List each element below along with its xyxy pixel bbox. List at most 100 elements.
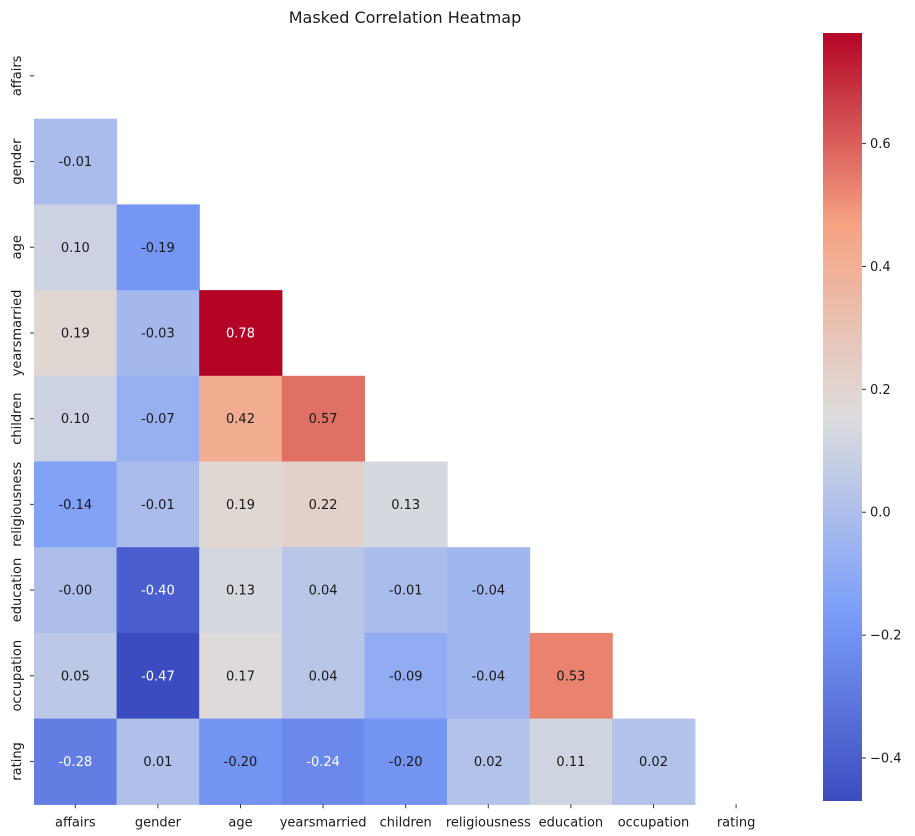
x-tick-label-yearsmarried: yearsmarried — [280, 815, 367, 830]
x-tick-label-children: children — [380, 815, 432, 830]
cell-label-education-children: -0.01 — [389, 584, 423, 599]
colorbar-tick-label: 0.4 — [870, 260, 891, 275]
cell-label-yearsmarried-affairs: 0.19 — [61, 326, 90, 341]
cell-label-religiousness-children: 0.13 — [391, 498, 420, 513]
cell-label-rating-affairs: -0.28 — [58, 755, 92, 770]
colorbar-tick-label: −0.4 — [870, 751, 902, 766]
heatmap-cell-rating-affairs — [34, 718, 118, 805]
heatmap-cell-religiousness-children — [364, 461, 448, 548]
y-tick-label-children: children — [10, 393, 25, 445]
y-tick-label-affairs: affairs — [10, 55, 25, 96]
cell-label-occupation-children: -0.09 — [389, 669, 423, 684]
x-tick-label-religiousness: religiousness — [446, 815, 531, 830]
heatmap-cell-religiousness-yearsmarried — [281, 461, 365, 548]
cell-label-religiousness-yearsmarried: 0.22 — [309, 498, 338, 513]
y-tick-label-gender: gender — [10, 138, 25, 185]
cell-label-occupation-yearsmarried: 0.04 — [309, 669, 338, 684]
heatmap-cell-rating-age — [199, 718, 283, 805]
heatmap-cell-children-yearsmarried — [281, 375, 365, 463]
heatmap-cell-religiousness-gender — [116, 461, 200, 548]
heatmap-cell-education-children — [364, 547, 448, 634]
heatmap-cell-occupation-affairs — [34, 632, 118, 720]
colorbar-tick-label: −0.2 — [870, 629, 902, 644]
cell-label-occupation-age: 0.17 — [226, 669, 255, 684]
cell-label-religiousness-age: 0.19 — [226, 498, 255, 513]
heatmap-cell-children-affairs — [34, 375, 118, 463]
x-tick-label-gender: gender — [135, 815, 182, 830]
heatmap-cell-rating-education — [529, 718, 613, 805]
cell-label-age-affairs: 0.10 — [61, 241, 90, 256]
cell-label-rating-occupation: 0.02 — [639, 755, 668, 770]
cell-label-religiousness-affairs: -0.14 — [58, 498, 92, 513]
cell-label-rating-children: -0.20 — [389, 755, 423, 770]
cell-label-yearsmarried-age: 0.78 — [226, 326, 255, 341]
heatmap-cell-age-affairs — [34, 204, 118, 291]
cell-value-labels: -0.01 0.10 -0.19 0.19 -0.03 0.78 0.10 -0.07 0.42… — [58, 155, 667, 770]
heatmap-cell-religiousness-age — [199, 461, 283, 548]
heatmap-cell-occupation-yearsmarried — [281, 632, 365, 720]
heatmap-cell-education-yearsmarried — [281, 547, 365, 634]
cell-label-education-affairs: -0.00 — [58, 584, 92, 599]
colorbar-gradient — [823, 33, 862, 801]
x-tick-label-rating: rating — [717, 815, 756, 830]
heatmap-cell-occupation-children — [364, 632, 448, 720]
heatmap-cell-occupation-education — [529, 632, 613, 720]
cell-label-occupation-affairs: 0.05 — [61, 669, 90, 684]
colorbar-tick-label: 0.6 — [870, 137, 891, 152]
heatmap-cell-yearsmarried-affairs — [34, 290, 118, 377]
heatmap-cell-rating-occupation — [612, 718, 696, 805]
cell-label-children-age: 0.42 — [226, 412, 255, 427]
heatmap-cell-gender-affairs — [34, 118, 118, 205]
x-tick-label-affairs: affairs — [55, 815, 96, 830]
heatmap-cells — [34, 118, 696, 805]
y-tick-label-age: age — [10, 235, 25, 259]
colorbar: −0.4 −0.2 0.0 0.2 0.4 0.6 — [823, 33, 902, 801]
heatmap-cell-occupation-gender — [116, 632, 200, 720]
heatmap-cell-children-gender — [116, 375, 200, 463]
x-tick-label-occupation: occupation — [618, 815, 690, 830]
cell-label-religiousness-gender: -0.01 — [141, 498, 175, 513]
cell-label-gender-affairs: -0.01 — [58, 155, 92, 170]
cell-label-children-yearsmarried: 0.57 — [309, 412, 338, 427]
heatmap-cell-religiousness-affairs — [34, 461, 118, 548]
y-tick-label-occupation: occupation — [10, 640, 25, 712]
heatmap-cell-yearsmarried-age — [199, 290, 283, 377]
cell-label-education-yearsmarried: 0.04 — [309, 584, 338, 599]
x-axis-ticks: affairs gender age yearsmarried children reli… — [55, 804, 755, 830]
heatmap-cell-children-age — [199, 375, 283, 463]
cell-label-occupation-gender: -0.47 — [141, 669, 175, 684]
heatmap-cell-rating-children — [364, 718, 448, 805]
colorbar-tick-label: 0.0 — [870, 506, 891, 521]
cell-label-rating-age: -0.20 — [224, 755, 258, 770]
cell-label-children-gender: -0.07 — [141, 412, 175, 427]
x-tick-label-age: age — [228, 815, 252, 830]
heatmap-cell-education-religiousness — [447, 547, 531, 634]
cell-label-occupation-religiousness: -0.04 — [471, 669, 505, 684]
heatmap-cell-rating-religiousness — [447, 718, 531, 805]
y-tick-label-yearsmarried: yearsmarried — [10, 290, 25, 377]
heatmap-cell-education-affairs — [34, 547, 118, 634]
y-axis-ticks: affairs gender age yearsmarried children reli… — [10, 55, 34, 781]
cell-label-occupation-education: 0.53 — [556, 669, 585, 684]
heatmap-cell-age-gender — [116, 204, 200, 291]
heatmap-cell-education-age — [199, 547, 283, 634]
cell-label-education-gender: -0.40 — [141, 584, 175, 599]
y-tick-label-religiousness: religiousness — [10, 462, 25, 547]
y-tick-label-education: education — [10, 558, 25, 623]
heatmap-cell-education-gender — [116, 547, 200, 634]
cell-label-education-religiousness: -0.04 — [471, 584, 505, 599]
heatmap-cell-occupation-age — [199, 632, 283, 720]
heatmap-cell-yearsmarried-gender — [116, 290, 200, 377]
cell-label-rating-gender: 0.01 — [143, 755, 172, 770]
cell-label-rating-education: 0.11 — [556, 755, 585, 770]
heatmap-cell-occupation-religiousness — [447, 632, 531, 720]
cell-label-children-affairs: 0.10 — [61, 412, 90, 427]
cell-label-yearsmarried-gender: -0.03 — [141, 326, 175, 341]
chart-title: Masked Correlation Heatmap — [289, 8, 522, 27]
cell-label-rating-religiousness: 0.02 — [474, 755, 503, 770]
cell-label-education-age: 0.13 — [226, 584, 255, 599]
colorbar-tick-label: 0.2 — [870, 383, 891, 398]
heatmap-cell-rating-gender — [116, 718, 200, 805]
heatmap-cell-rating-yearsmarried — [281, 718, 365, 805]
